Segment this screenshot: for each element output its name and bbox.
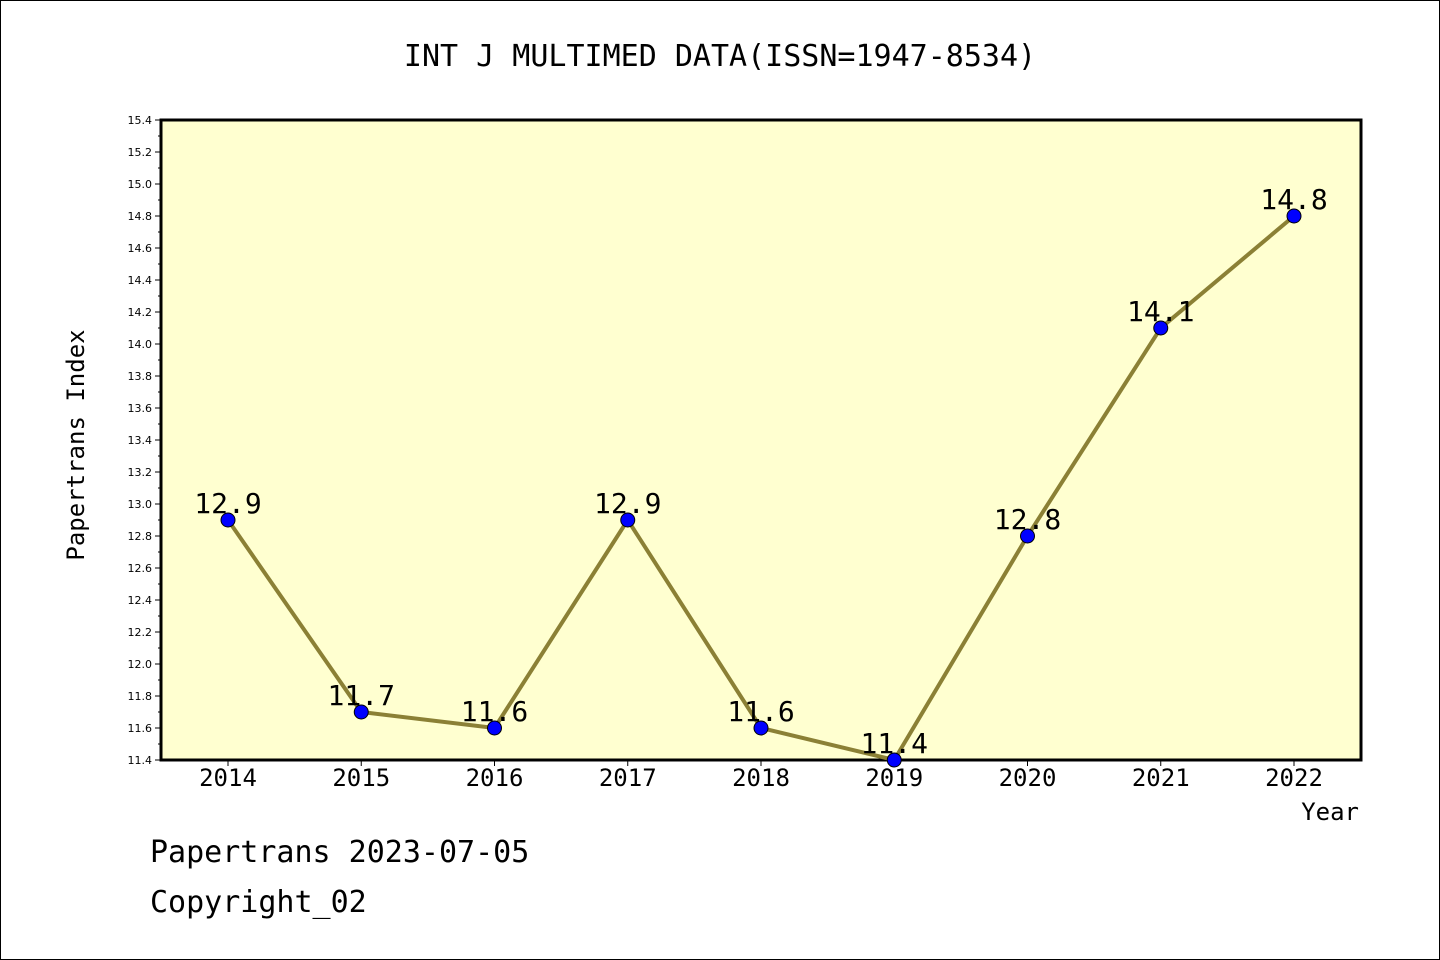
- data-point: [1153, 320, 1169, 336]
- data-label: 11.6: [461, 695, 528, 728]
- y-tick-label: 14.8: [128, 210, 153, 223]
- y-tick-label: 14.6: [128, 242, 153, 255]
- data-label: 14.8: [1260, 183, 1327, 216]
- y-axis-label: Papertrans Index: [62, 329, 90, 560]
- y-tick-label: 15.2: [128, 146, 153, 159]
- y-tick-label: 12.0: [128, 658, 153, 671]
- data-label: 11.7: [328, 679, 395, 712]
- y-tick-label: 13.0: [128, 498, 153, 511]
- x-tick-label: 2015: [332, 764, 390, 792]
- x-tick-label: 2019: [865, 764, 923, 792]
- x-tick-label: 2014: [199, 764, 257, 792]
- y-tick-label: 11.8: [128, 690, 153, 703]
- y-tick-label: 15.4: [128, 114, 153, 127]
- chart-title: INT J MULTIMED DATA(ISSN=1947-8534): [404, 39, 1036, 74]
- data-point: [220, 512, 236, 528]
- y-tick-label: 15.0: [128, 178, 153, 191]
- x-axis-label: Year: [1301, 798, 1359, 826]
- y-tick-label: 11.4: [128, 754, 153, 767]
- y-tick-label: 12.2: [128, 626, 153, 639]
- x-tick-label: 2020: [999, 764, 1057, 792]
- x-tick-label: 2017: [599, 764, 657, 792]
- y-tick-label: 14.0: [128, 338, 153, 351]
- y-tick-label: 14.2: [128, 306, 153, 319]
- data-point: [753, 720, 769, 736]
- y-tick-label: 13.4: [128, 434, 153, 447]
- y-tick-label: 14.4: [128, 274, 153, 287]
- data-point: [1286, 208, 1302, 224]
- data-point: [487, 720, 502, 736]
- data-label: 11.6: [727, 695, 794, 728]
- data-point: [353, 704, 369, 720]
- series-markers: [220, 208, 1302, 768]
- x-axis: 2014 2015 2016 2017 2018 2019 2020 2021 2022: [199, 760, 1323, 792]
- x-tick-label: 2021: [1132, 764, 1190, 792]
- x-tick-label: 2018: [732, 764, 790, 792]
- data-label: 12.9: [594, 487, 661, 520]
- data-point: [886, 752, 902, 768]
- y-tick-label: 12.6: [128, 562, 153, 575]
- y-axis: 11.4 11.6 11.8 12.0 12.2 12.4 12.6 12.8 13.0 13.2…: [128, 114, 161, 767]
- footer-copyright: Copyright_02: [150, 885, 367, 920]
- y-tick-label: 12.8: [128, 530, 153, 543]
- y-tick-label: 13.8: [128, 370, 153, 383]
- data-label: 11.4: [861, 727, 928, 760]
- x-tick-label: 2022: [1265, 764, 1323, 792]
- x-tick-label: 2016: [466, 764, 524, 792]
- y-tick-label: 13.2: [128, 466, 153, 479]
- data-labels: 12.9 11.7 11.6 12.9 11.6 11.4 12.8 14.1 14.8: [194, 183, 1327, 760]
- y-tick-label: 12.4: [128, 594, 153, 607]
- data-label: 14.1: [1127, 295, 1194, 328]
- plot-area: [159, 118, 1363, 762]
- y-tick-label: 13.6: [128, 402, 153, 415]
- footer-date: Papertrans 2023-07-05: [150, 835, 530, 870]
- data-point: [1020, 528, 1035, 544]
- data-point: [620, 512, 636, 528]
- y-tick-label: 11.6: [128, 722, 153, 735]
- data-label: 12.8: [994, 503, 1061, 536]
- data-label: 12.9: [194, 487, 261, 520]
